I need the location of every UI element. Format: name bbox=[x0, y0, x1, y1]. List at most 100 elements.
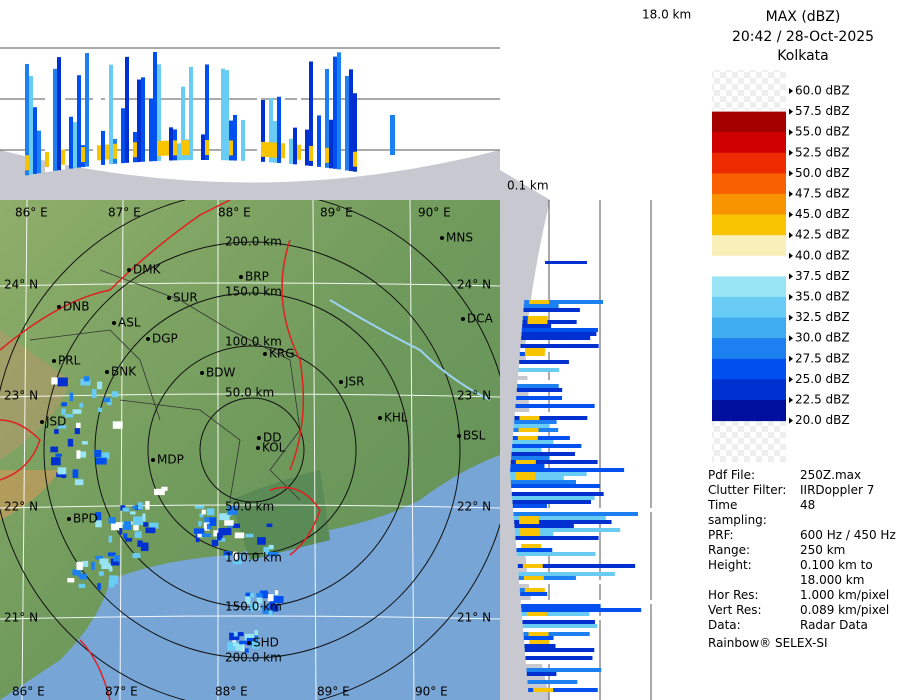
echo bbox=[353, 93, 357, 172]
lon-label: 86° E bbox=[15, 206, 48, 220]
echo bbox=[145, 501, 150, 510]
city-label: JSR bbox=[344, 375, 365, 389]
echo bbox=[256, 594, 263, 604]
echo bbox=[72, 409, 82, 414]
echo bbox=[515, 536, 599, 540]
echo bbox=[517, 384, 559, 388]
city-dot bbox=[146, 337, 150, 341]
echo bbox=[525, 660, 580, 664]
echo bbox=[266, 523, 273, 528]
echo bbox=[103, 397, 111, 403]
echo bbox=[524, 648, 595, 652]
scale-tick bbox=[789, 170, 793, 177]
echo bbox=[522, 564, 543, 568]
echo bbox=[511, 452, 576, 456]
city-label: PRL bbox=[58, 354, 81, 368]
echo bbox=[107, 552, 116, 557]
echo bbox=[125, 538, 133, 542]
echo bbox=[273, 596, 284, 604]
echo bbox=[145, 527, 156, 534]
echo bbox=[33, 107, 37, 174]
info-key: Clutter Filter: bbox=[708, 483, 787, 497]
echo bbox=[79, 573, 87, 580]
echo bbox=[527, 316, 548, 320]
echo bbox=[525, 348, 546, 352]
echo bbox=[99, 452, 110, 459]
echo bbox=[157, 64, 161, 161]
echo bbox=[61, 149, 65, 165]
info-value: 0.089 km/pixel bbox=[800, 603, 890, 617]
echo bbox=[521, 608, 642, 612]
echo bbox=[527, 680, 578, 684]
scale-tick bbox=[789, 232, 793, 239]
info-key: PRF: bbox=[708, 528, 734, 542]
scale-swatch bbox=[712, 338, 786, 360]
echo bbox=[169, 127, 173, 161]
echo bbox=[140, 542, 149, 552]
lat-label: 23° N bbox=[4, 389, 38, 403]
scale-tick bbox=[789, 314, 793, 321]
echo bbox=[246, 637, 257, 646]
city-label: BDW bbox=[206, 366, 235, 380]
scale-label: 45.0 dBZ bbox=[795, 207, 850, 221]
echo bbox=[225, 70, 229, 161]
echo bbox=[204, 517, 213, 526]
echo bbox=[232, 639, 236, 644]
echo bbox=[83, 376, 90, 382]
city-label: BNK bbox=[111, 365, 137, 379]
echo bbox=[95, 555, 103, 560]
scale-swatch bbox=[712, 194, 786, 216]
city-label: ASL bbox=[118, 316, 141, 330]
echo bbox=[223, 551, 233, 556]
echo bbox=[57, 57, 61, 171]
echo bbox=[337, 52, 341, 170]
echo bbox=[297, 144, 301, 160]
echo bbox=[181, 86, 185, 161]
city-label: DNB bbox=[63, 300, 89, 314]
echo bbox=[108, 579, 115, 588]
scale-tick bbox=[789, 417, 793, 424]
echo bbox=[520, 592, 548, 596]
echo bbox=[519, 580, 616, 584]
echo bbox=[526, 672, 557, 676]
echo bbox=[92, 389, 97, 398]
echo bbox=[50, 446, 59, 453]
echo bbox=[72, 469, 79, 478]
echo bbox=[233, 641, 237, 647]
ring-label: 150.0 km bbox=[225, 285, 282, 299]
city-label: BPD bbox=[73, 512, 98, 526]
info-value: 48 bbox=[800, 498, 816, 512]
echo bbox=[524, 352, 545, 356]
echo bbox=[80, 451, 87, 458]
ring-label: 150.0 km bbox=[225, 600, 282, 614]
echo bbox=[289, 138, 293, 164]
lon-label: 87° E bbox=[105, 685, 138, 699]
info-panel: Pdf File: 250Z.max Clutter Filter: IIRDoppl… bbox=[708, 468, 902, 651]
lon-label: 88° E bbox=[218, 206, 251, 220]
echo bbox=[206, 508, 215, 516]
echo bbox=[235, 632, 244, 637]
scale-tick bbox=[789, 108, 793, 115]
echo bbox=[353, 151, 357, 167]
echo bbox=[229, 140, 233, 156]
echo bbox=[149, 522, 159, 529]
echo bbox=[545, 261, 587, 264]
echo bbox=[254, 630, 259, 637]
echo bbox=[29, 75, 33, 175]
echo bbox=[511, 448, 542, 452]
echo bbox=[137, 540, 143, 547]
echo bbox=[515, 404, 595, 408]
echo bbox=[256, 592, 263, 598]
echo bbox=[261, 99, 265, 162]
scale-tick bbox=[789, 294, 793, 300]
echo bbox=[93, 67, 97, 166]
echo bbox=[265, 142, 269, 158]
echo bbox=[510, 468, 625, 472]
echo bbox=[69, 392, 74, 402]
scale-swatch bbox=[712, 317, 786, 339]
echo bbox=[518, 372, 543, 376]
echo bbox=[25, 155, 29, 171]
echo bbox=[521, 544, 542, 548]
echo bbox=[181, 140, 185, 156]
echo bbox=[245, 533, 254, 538]
